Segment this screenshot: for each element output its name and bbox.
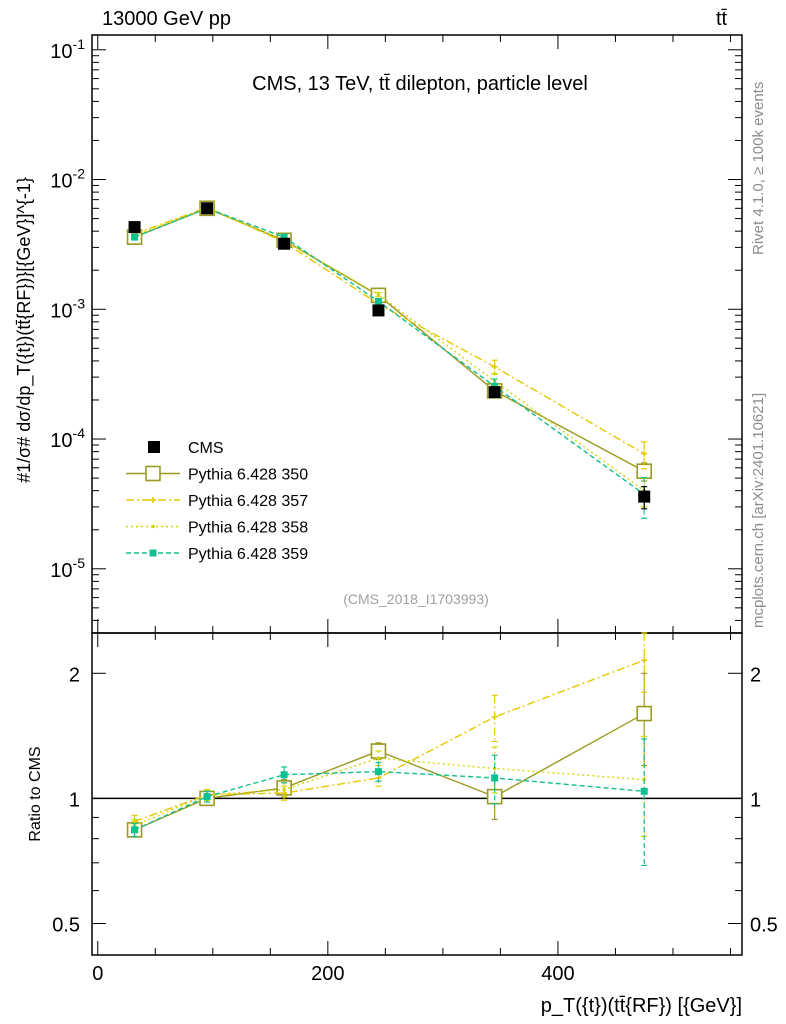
ratio-series-359-point xyxy=(640,787,648,795)
main-series-cms-point xyxy=(638,490,651,503)
ratio-series-357-point xyxy=(641,657,648,664)
legend-marker xyxy=(151,524,155,529)
x-tick-label: 400 xyxy=(541,963,574,985)
legend-label: Pythia 6.428 359 xyxy=(188,546,308,563)
main-series-359-point xyxy=(280,233,288,241)
ratio-series-357-point xyxy=(491,713,498,720)
main-series-cms-point xyxy=(372,304,385,317)
main-series-357-point xyxy=(641,450,648,457)
main-plot-frame xyxy=(91,34,743,634)
ratio-series-359-point xyxy=(374,768,382,776)
ratio-y-tick-label: 0.5 xyxy=(52,915,80,937)
ratio-y-axis-label: Ratio to CMS xyxy=(27,746,44,841)
y-tick-label: 10-1 xyxy=(50,36,85,63)
main-series-359-line xyxy=(134,207,645,495)
main-series-358-line xyxy=(134,206,645,492)
ratio-y-tick-label-right: 1 xyxy=(750,789,761,811)
main-series-359-point xyxy=(374,297,382,305)
legend-marker xyxy=(145,465,161,482)
main-series-cms-point xyxy=(278,237,291,250)
y-tick-label: 10-5 xyxy=(50,555,85,582)
ratio-series-358-point xyxy=(492,766,497,771)
main-series-358-point xyxy=(376,292,381,297)
legend-label: Pythia 6.428 357 xyxy=(188,493,308,510)
legend-label: CMS xyxy=(188,440,224,457)
main-series-350-point xyxy=(636,463,653,480)
main-series-cms-point xyxy=(201,202,214,215)
ratio-y-tick-label: 2 xyxy=(69,664,80,686)
ratio-y-tick-label: 1 xyxy=(69,789,80,811)
x-axis-label: p_T({t})(tt̄{RF}) [{GeV}] xyxy=(541,995,742,1017)
ratio-series-359-point xyxy=(280,771,288,779)
energy-label: 13000 GeV pp xyxy=(102,8,231,30)
x-tick-label: 200 xyxy=(311,963,344,985)
main-series-cms-point xyxy=(488,386,501,399)
ratio-series-359-line xyxy=(134,770,645,831)
legend-marker xyxy=(150,497,156,503)
ratio-series-358-point xyxy=(376,756,381,760)
ratio-series-350-point xyxy=(636,705,653,722)
ratio-series-359-point xyxy=(131,826,139,834)
analysis-watermark: (CMS_2018_I1703993) xyxy=(343,591,489,607)
main-series-350-line xyxy=(134,207,645,472)
ratio-series-358-point xyxy=(282,787,286,792)
main-series-357-point xyxy=(491,363,498,370)
y-tick-label: 10-3 xyxy=(50,295,85,322)
y-tick-label: 10-4 xyxy=(50,425,85,452)
x-tick-label: 0 xyxy=(92,963,103,985)
ratio-plot-frame xyxy=(91,632,743,956)
ratio-series-350-line xyxy=(134,712,645,831)
ratio-series-358-line xyxy=(134,757,645,827)
ratio-series-359-point xyxy=(203,793,211,801)
y-tick-label: 10-2 xyxy=(50,166,85,193)
y-axis-label: #1/σ# dσ/dp_T({t})(tt̄{RF})}[{GeV}]^{-1} xyxy=(14,177,35,483)
legend-marker xyxy=(149,549,157,557)
ratio-y-tick-label-right: 0.5 xyxy=(750,915,778,937)
process-label: tt̄ xyxy=(716,8,728,30)
main-series-357-line xyxy=(134,206,645,455)
ratio-y-tick-label-right: 2 xyxy=(750,664,761,686)
plot-title: CMS, 13 TeV, tt̄ dilepton, particle leve… xyxy=(252,73,588,95)
legend-label: Pythia 6.428 350 xyxy=(188,467,308,484)
main-series-359-point xyxy=(131,233,139,241)
ratio-series-359-point xyxy=(491,774,499,782)
legend-marker-cms xyxy=(148,441,160,453)
legend-label: Pythia 6.428 358 xyxy=(188,520,308,537)
main-series-cms-point xyxy=(128,221,141,234)
